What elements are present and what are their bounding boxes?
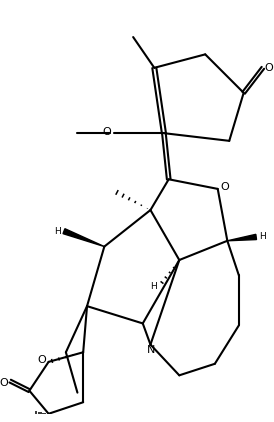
Polygon shape — [227, 234, 256, 241]
Text: H: H — [54, 227, 61, 235]
Text: O: O — [0, 378, 8, 387]
Text: O: O — [37, 355, 46, 365]
Text: H: H — [150, 282, 157, 292]
Text: O: O — [265, 63, 273, 73]
Text: O: O — [221, 182, 229, 192]
Text: O: O — [102, 127, 111, 137]
Text: N: N — [147, 345, 156, 355]
Text: H: H — [259, 233, 266, 241]
Polygon shape — [63, 229, 104, 246]
